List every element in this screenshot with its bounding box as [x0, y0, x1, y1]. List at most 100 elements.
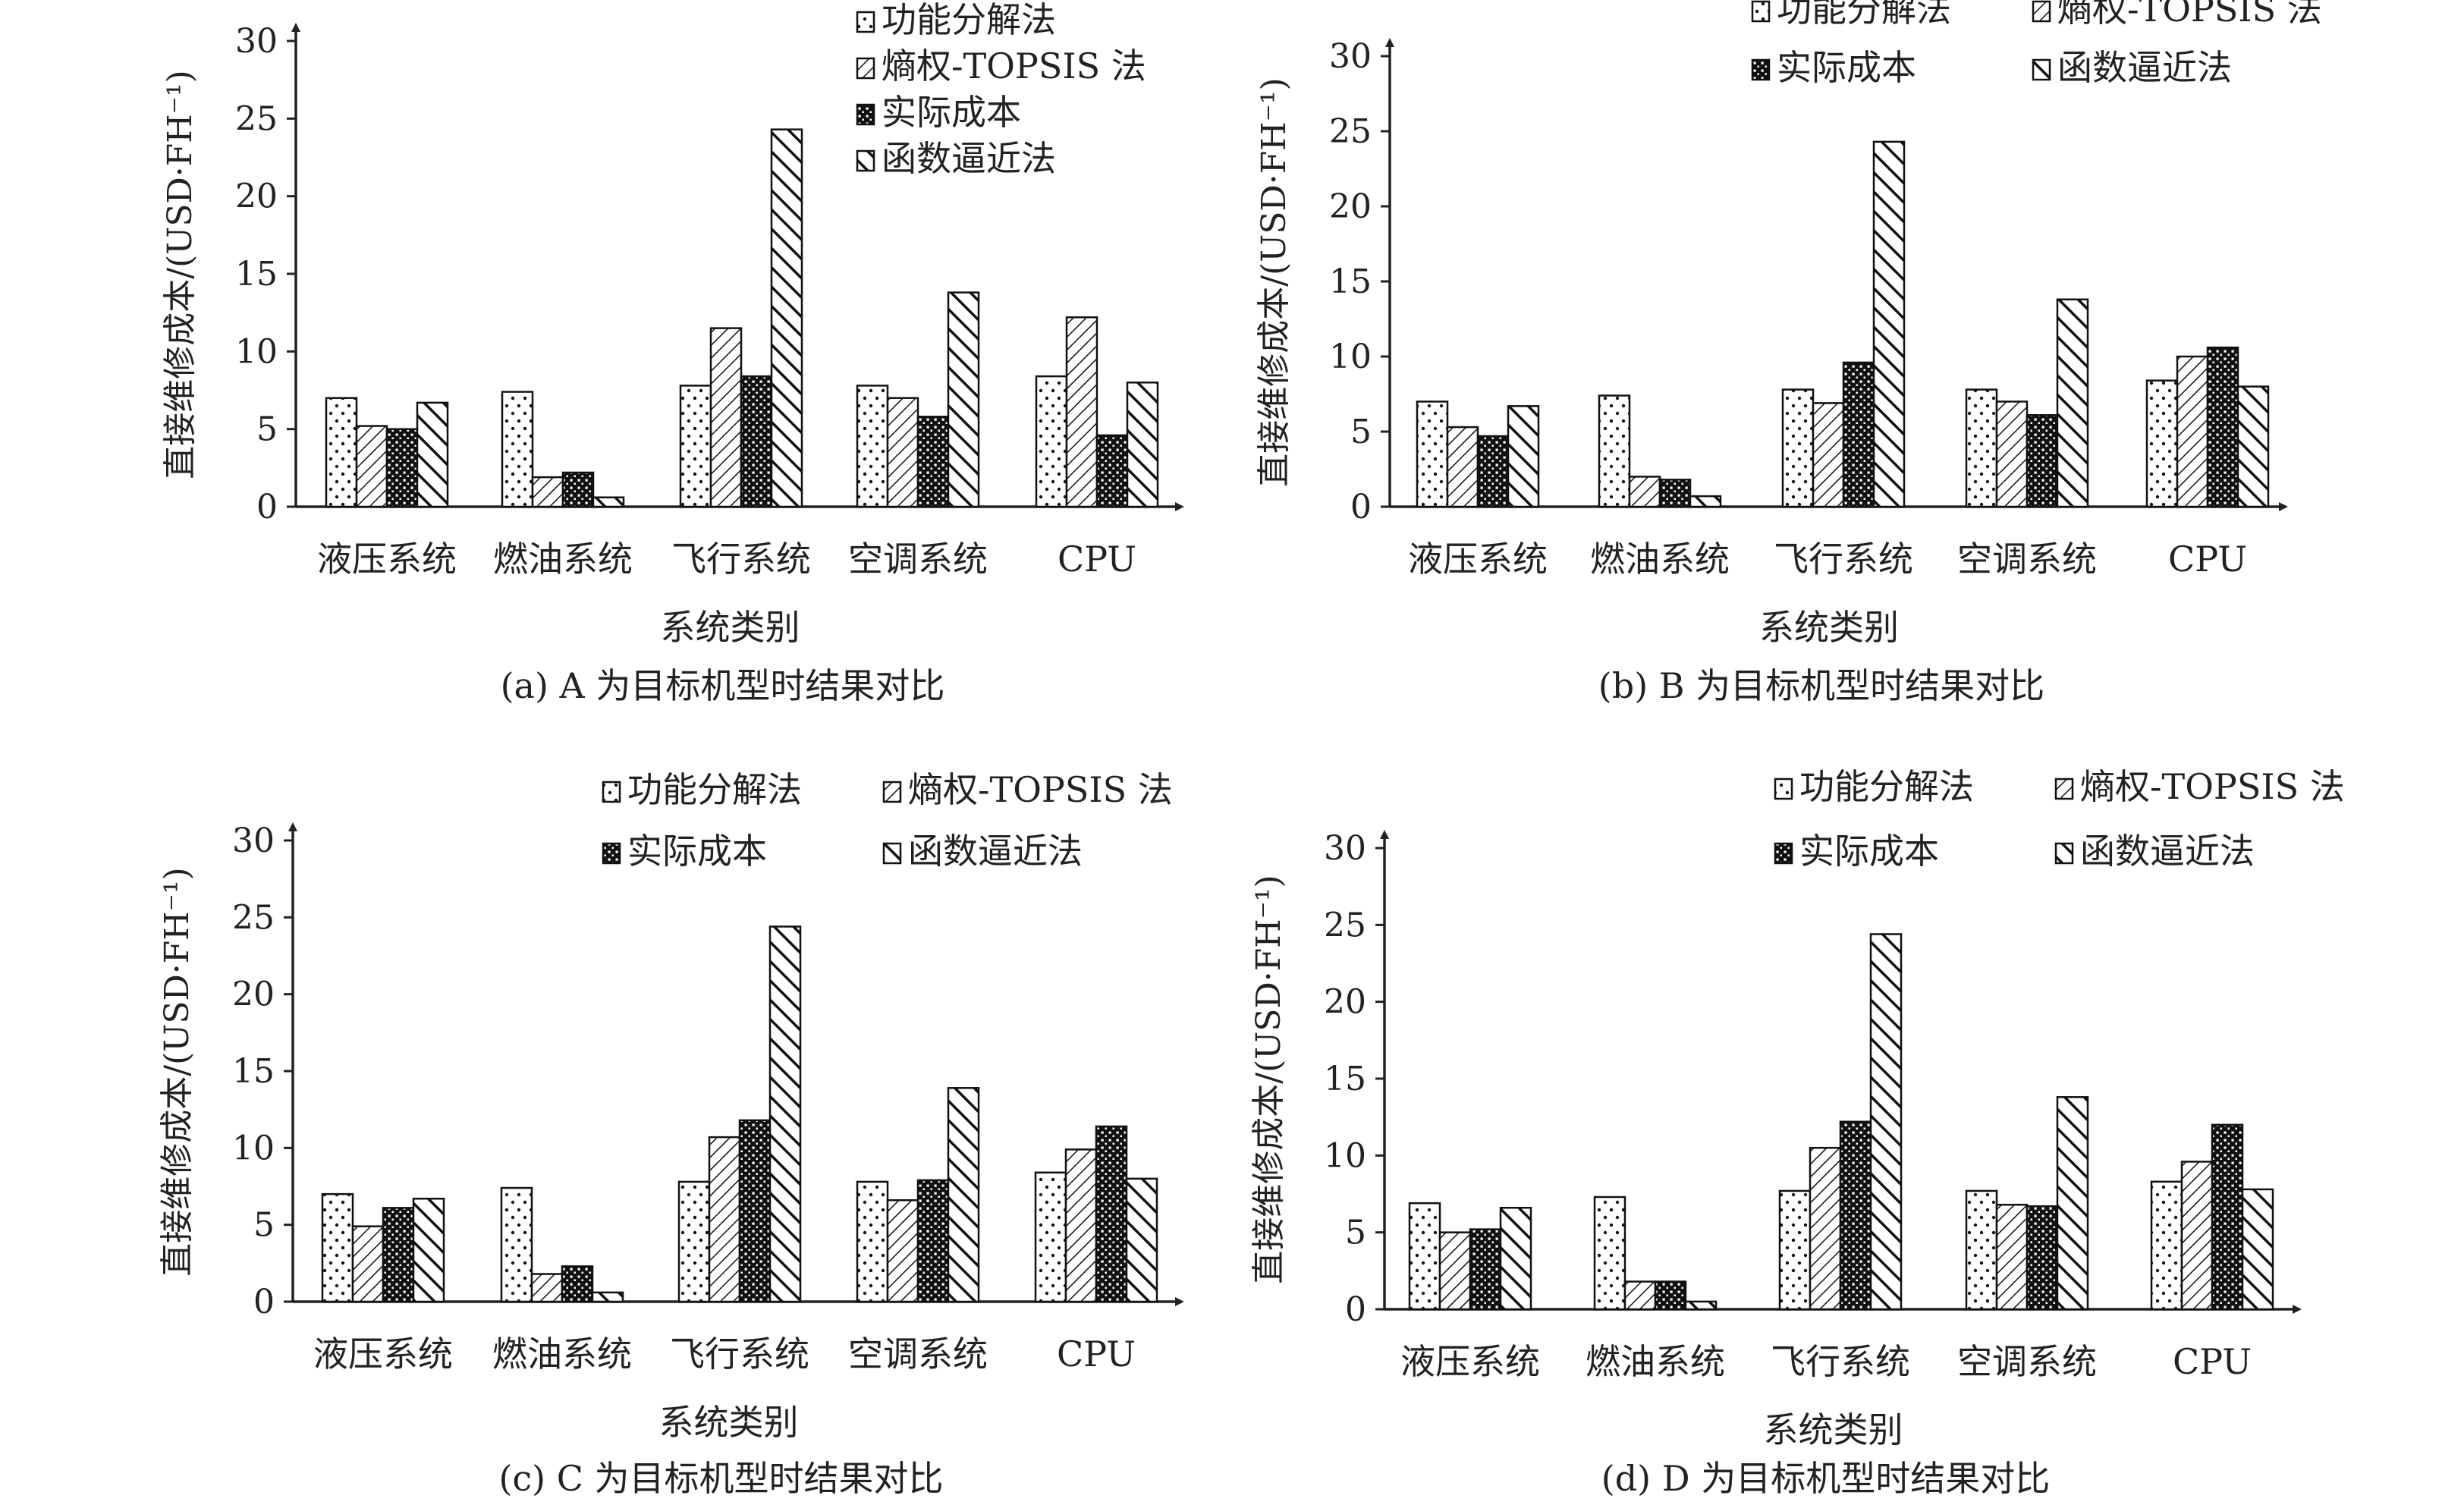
legend-swatch	[856, 57, 875, 80]
x-tick-label: 飞行系统	[1771, 1341, 1910, 1382]
x-tick-label: 燃油系统	[1590, 539, 1730, 580]
bar	[2206, 346, 2239, 508]
legend-label: 熵权-TOPSIS 法	[882, 46, 1146, 86]
bar	[412, 1197, 445, 1303]
bar	[768, 925, 802, 1303]
y-tick-label: 20	[232, 975, 275, 1014]
bar	[385, 428, 419, 508]
x-tick-label: 飞行系统	[1774, 539, 1913, 580]
y-tick-label: 30	[232, 822, 275, 860]
bar	[1869, 933, 1903, 1311]
chart-panel-d: 0 5 10 15 20 25 30 直接维修成本/(USD·FH⁻¹) 液压系统 燃油系统 飞行系…	[1249, 766, 2345, 1499]
bar	[2026, 413, 2059, 508]
y-tick-label: 5	[256, 410, 278, 449]
bar	[1654, 1280, 1687, 1311]
bar	[501, 391, 534, 508]
x-tick-label: 空调系统	[1957, 1341, 2097, 1382]
bar	[1034, 1171, 1067, 1303]
y-tick-label: 5	[1345, 1214, 1366, 1252]
chart-panel-a: 0 5 10 15 20 25 30 直接维修成本/(USD·FH⁻¹) 液压系统 燃油系统 飞行系…	[161, 0, 1184, 706]
y-tick-label: 0	[256, 488, 278, 526]
bar	[1781, 388, 1815, 508]
y-axis-label: 直接维修成本/(USD·FH⁻¹)	[158, 867, 196, 1276]
y-tick-label: 5	[253, 1206, 275, 1245]
bar	[2176, 355, 2209, 508]
bar	[1065, 316, 1098, 508]
y-tick-label: 10	[1324, 1136, 1366, 1175]
legend-label: 函数逼近法	[908, 831, 1083, 872]
bar	[1812, 402, 1845, 508]
bar	[592, 496, 625, 508]
legend-swatch	[2054, 842, 2074, 865]
bar	[1416, 401, 1449, 508]
legend-swatch	[1774, 842, 1793, 865]
bar	[531, 476, 564, 508]
bar	[1035, 375, 1068, 508]
y-tick-label: 30	[235, 22, 278, 61]
bar	[1995, 1203, 2029, 1311]
bar	[2211, 1123, 2244, 1311]
x-tick-label: 液压系统	[1408, 539, 1548, 580]
bar	[2056, 1096, 2089, 1311]
bar	[1995, 401, 2029, 508]
legend-swatch	[856, 11, 875, 33]
legend-swatch	[1751, 58, 1771, 81]
x-tick-label: CPU	[1057, 1334, 1136, 1374]
bar	[530, 1273, 564, 1303]
y-tick-label: 20	[1324, 983, 1366, 1022]
legend-swatch	[2032, 58, 2051, 81]
bar	[1507, 405, 1540, 508]
bar	[1125, 1177, 1158, 1303]
chart-panel-b: 0 5 10 15 20 25 30 直接维修成本/(USD·FH⁻¹) 液压系统 燃油系统 飞行系…	[1255, 0, 2322, 706]
bar	[1446, 426, 1479, 508]
x-tick-label: 液压系统	[1400, 1341, 1540, 1382]
legend-swatch	[856, 103, 875, 126]
bar	[1095, 1125, 1128, 1303]
bar	[500, 1186, 533, 1303]
bar	[1623, 1280, 1657, 1311]
bar	[708, 1136, 741, 1303]
bar	[1965, 388, 1998, 508]
bar	[351, 1225, 385, 1303]
bar	[1095, 434, 1129, 508]
y-tick-label: 10	[1329, 338, 1372, 376]
legend-label: 熵权-TOPSIS 法	[908, 769, 1173, 810]
x-tick-label: 飞行系统	[671, 539, 811, 580]
bar	[2026, 1205, 2059, 1311]
bar	[2150, 1180, 2183, 1311]
legend-swatch	[602, 842, 621, 865]
bar	[1469, 1228, 1502, 1311]
chart-caption: (c) C 为目标机型时结果对比	[498, 1458, 943, 1499]
y-tick-label: 10	[232, 1129, 275, 1167]
x-axis-label: 系统类别	[659, 1402, 799, 1443]
y-tick-label: 30	[1324, 829, 1366, 868]
bar	[1684, 1300, 1718, 1311]
bar	[856, 1180, 889, 1303]
x-tick-label: 液压系统	[317, 539, 457, 580]
bar	[1628, 476, 1661, 508]
x-tick-label: CPU	[2173, 1341, 2252, 1382]
bar	[1872, 140, 1906, 508]
bar	[1842, 361, 1875, 508]
x-tick-label: 飞行系统	[670, 1334, 809, 1374]
bar	[561, 471, 595, 508]
bar	[1476, 435, 1510, 508]
y-tick-label: 0	[1345, 1290, 1366, 1329]
legend-label: 实际成本	[627, 831, 767, 872]
legend-swatch	[2032, 0, 2051, 23]
bar	[916, 416, 950, 508]
bar	[416, 401, 449, 508]
bar	[2145, 379, 2179, 508]
x-axis-label: 系统类别	[1764, 1409, 1903, 1450]
legend-swatch	[602, 781, 621, 803]
y-tick-label: 10	[235, 332, 278, 371]
bar	[1689, 495, 1722, 508]
x-tick-label: 空调系统	[848, 539, 988, 580]
y-axis-label: 直接维修成本/(USD·FH⁻¹)	[161, 70, 200, 479]
legend-label: 功能分解法	[1799, 766, 1974, 807]
legend-label: 实际成本	[1777, 47, 1916, 88]
bar	[740, 375, 773, 508]
legend-label: 函数逼近法	[882, 138, 1056, 179]
bar	[1593, 1195, 1626, 1311]
bar	[355, 425, 388, 508]
